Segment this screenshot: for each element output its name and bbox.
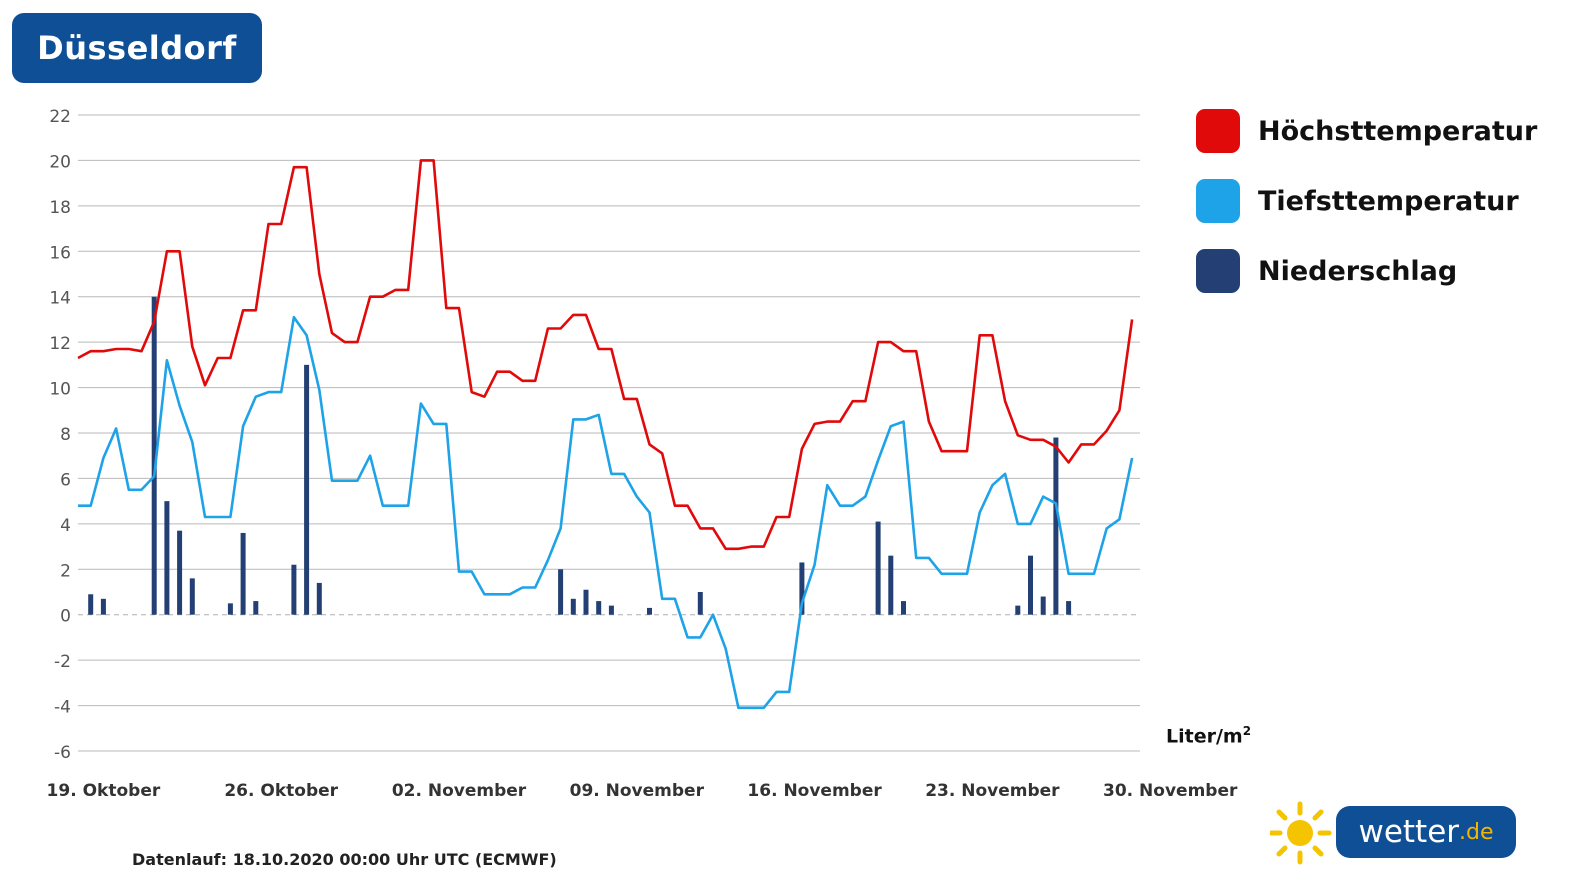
precip-bar <box>596 601 602 615</box>
sun-icon <box>1270 801 1332 865</box>
x-tick-label: 02. November <box>392 781 527 801</box>
precipitation-bars <box>88 296 1072 615</box>
precip-bar <box>875 521 881 615</box>
y-tick-label: 12 <box>49 334 71 354</box>
y-tick-label: 22 <box>49 107 71 127</box>
y-tick-label: 6 <box>60 470 71 490</box>
precip-bar <box>88 594 94 615</box>
y-axis-labels: -6 -4 -2 0 2 4 6 8 10 12 14 16 18 20 22 <box>49 107 71 763</box>
precip-bar <box>316 582 322 615</box>
legend-item-min: Tiefsttemperatur <box>1196 178 1537 224</box>
legend-swatch-min <box>1196 179 1240 223</box>
precip-bar <box>558 569 564 615</box>
precip-bar <box>697 592 703 615</box>
y-tick-label: 2 <box>60 561 71 581</box>
y-tick-label: 16 <box>49 243 71 263</box>
precip-bar <box>583 589 589 615</box>
max-temp-line <box>77 159 1134 551</box>
precip-bar <box>888 555 894 615</box>
temperature-lines <box>77 159 1134 710</box>
precipitation-unit: Liter/m2 <box>1166 724 1251 747</box>
precip-bar <box>304 364 310 615</box>
chart-grid <box>78 114 1140 752</box>
precip-bar <box>1028 555 1033 615</box>
legend-swatch-precip <box>1196 249 1240 293</box>
logo-tld: .de <box>1459 819 1494 845</box>
legend-label-min: Tiefsttemperatur <box>1258 185 1519 217</box>
y-tick-label: 10 <box>49 380 71 400</box>
precip-bar <box>151 296 157 615</box>
y-tick-label: 4 <box>60 516 71 536</box>
precip-bar <box>291 564 297 615</box>
city-title-badge: Düsseldorf <box>12 13 262 83</box>
precip-bar <box>253 601 259 615</box>
unit-superscript: 2 <box>1242 724 1252 738</box>
precip-bar <box>227 603 233 615</box>
y-tick-label: 0 <box>60 607 71 627</box>
x-tick-label: 30. November <box>1103 781 1238 801</box>
y-tick-label: 20 <box>49 152 71 172</box>
precip-bar <box>1066 601 1072 615</box>
legend-swatch-max <box>1196 109 1240 153</box>
x-tick-label: 23. November <box>925 781 1060 801</box>
precip-bar <box>1053 437 1059 615</box>
precip-bar <box>570 598 576 615</box>
legend-label-precip: Niederschlag <box>1258 255 1458 287</box>
legend: Höchsttemperatur Tiefsttemperatur Nieder… <box>1196 108 1537 318</box>
precip-bar <box>164 501 170 615</box>
x-tick-label: 19. Oktober <box>47 781 161 801</box>
y-tick-label: 14 <box>49 289 71 309</box>
wetter-de-logo[interactable]: wetter .de <box>1270 800 1520 866</box>
legend-item-max: Höchsttemperatur <box>1196 108 1537 154</box>
precip-bar <box>189 578 195 615</box>
precip-bar <box>647 607 652 615</box>
precip-bar <box>1015 605 1021 615</box>
unit-text: Liter/m <box>1166 725 1243 748</box>
y-tick-label: -6 <box>54 743 71 763</box>
precip-bar <box>177 530 183 615</box>
x-tick-label: 26. Oktober <box>224 781 338 801</box>
x-tick-label: 09. November <box>570 781 705 801</box>
y-tick-label: -2 <box>54 652 71 672</box>
y-tick-label: 8 <box>60 425 71 445</box>
x-tick-label: 16. November <box>747 781 882 801</box>
precip-bar <box>608 605 614 615</box>
logo-pill: wetter .de <box>1336 806 1516 858</box>
legend-item-precip: Niederschlag <box>1196 248 1537 294</box>
min-temp-line <box>78 315 1134 710</box>
precip-bar <box>901 601 906 615</box>
precip-bar <box>240 532 246 615</box>
y-tick-label: -4 <box>54 698 71 718</box>
legend-label-max: Höchsttemperatur <box>1258 115 1538 147</box>
city-title: Düsseldorf <box>37 29 237 67</box>
precip-bar <box>1040 596 1046 615</box>
y-tick-label: 18 <box>49 198 71 218</box>
logo-name: wetter <box>1358 814 1460 850</box>
model-run-note: Datenlauf: 18.10.2020 00:00 Uhr UTC (ECM… <box>132 850 557 869</box>
x-axis-labels: 19. Oktober 26. Oktober 02. November 09. No… <box>47 781 1238 801</box>
precip-bar <box>799 562 805 615</box>
precip-bar <box>100 598 106 615</box>
